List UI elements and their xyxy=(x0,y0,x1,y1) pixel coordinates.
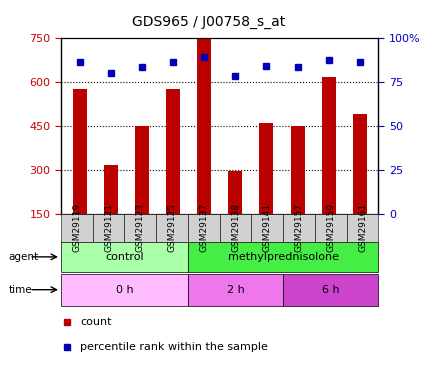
Text: 6 h: 6 h xyxy=(321,285,339,295)
Text: GSM29157: GSM29157 xyxy=(294,203,303,252)
Bar xyxy=(259,123,273,214)
Text: percentile rank within the sample: percentile rank within the sample xyxy=(80,342,267,352)
Text: agent: agent xyxy=(9,252,39,262)
Text: GDS965 / J00758_s_at: GDS965 / J00758_s_at xyxy=(132,15,285,29)
Bar xyxy=(290,126,304,214)
Bar xyxy=(135,126,148,214)
Text: control: control xyxy=(105,252,143,262)
Text: GSM29138: GSM29138 xyxy=(230,203,240,252)
Bar xyxy=(72,89,86,214)
Text: GSM29141: GSM29141 xyxy=(262,203,271,252)
Text: GSM29159: GSM29159 xyxy=(326,203,335,252)
Text: GSM29119: GSM29119 xyxy=(72,203,81,252)
Text: GSM29125: GSM29125 xyxy=(167,203,176,252)
Text: GSM29161: GSM29161 xyxy=(357,203,366,252)
Bar xyxy=(61,242,187,272)
Text: 2 h: 2 h xyxy=(226,285,244,295)
Text: GSM29137: GSM29137 xyxy=(199,203,208,252)
Text: time: time xyxy=(9,285,32,295)
Bar xyxy=(321,77,335,214)
Bar xyxy=(103,165,118,214)
Text: count: count xyxy=(80,317,111,327)
Bar xyxy=(61,274,187,306)
Bar xyxy=(352,114,366,214)
Bar xyxy=(197,38,210,214)
Text: methylprednisolone: methylprednisolone xyxy=(227,252,338,262)
Text: 0 h: 0 h xyxy=(115,285,133,295)
Bar xyxy=(283,274,378,306)
Bar xyxy=(166,89,180,214)
Bar xyxy=(187,242,378,272)
Text: GSM29121: GSM29121 xyxy=(104,203,113,252)
Bar xyxy=(228,171,242,214)
Bar xyxy=(187,274,283,306)
Text: GSM29123: GSM29123 xyxy=(135,203,145,252)
